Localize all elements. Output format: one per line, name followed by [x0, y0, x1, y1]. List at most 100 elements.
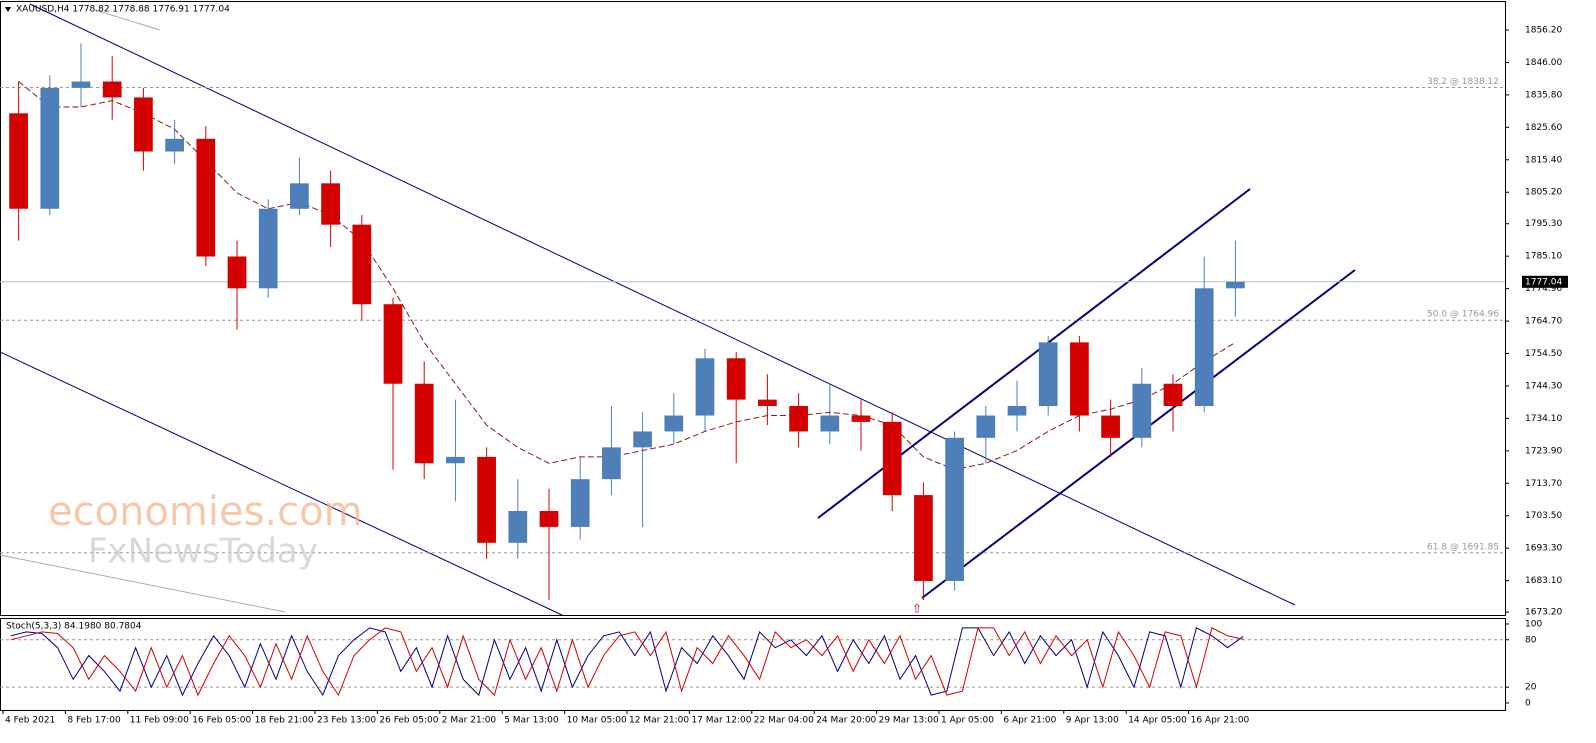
- y-tick-label: 1703.50: [1525, 511, 1562, 521]
- x-tick-label: 4 Feb 2021: [5, 716, 55, 726]
- candle-body: [726, 358, 746, 400]
- menu-triangle: [5, 7, 11, 12]
- x-tick-label: 1 Apr 05:00: [941, 716, 994, 726]
- panel-title: Stoch(5,3,3) 84.1980 80.7804: [6, 622, 142, 632]
- y-tick-label: 1683.10: [1525, 576, 1562, 586]
- y-tick-label: 1754.50: [1525, 349, 1562, 359]
- candle-body: [9, 113, 28, 209]
- candle-body: [1226, 281, 1245, 289]
- y-tick-label: 20: [1525, 683, 1537, 693]
- x-tick-label: 18 Feb 21:00: [255, 716, 314, 726]
- watermark: economies.com: [48, 489, 363, 535]
- y-tick-label: 1693.30: [1525, 544, 1562, 554]
- y-tick-label: 1744.30: [1525, 381, 1562, 391]
- fib-label: 50.0 @ 1764.96: [1427, 310, 1499, 320]
- stoch-line: [10, 627, 1244, 697]
- candle-body: [664, 415, 684, 432]
- x-tick-label: 26 Feb 05:00: [379, 716, 438, 726]
- y-tick-label: 1764.70: [1525, 317, 1562, 327]
- candle-body: [882, 421, 902, 496]
- y-tick-label: 100: [1525, 619, 1542, 629]
- x-tick-label: 16 Feb 05:00: [192, 716, 251, 726]
- y-tick-label: 1785.10: [1525, 252, 1562, 262]
- y-tick-label: 1713.70: [1525, 479, 1562, 489]
- y-tick-label: 1825.60: [1525, 123, 1562, 133]
- candle-body: [321, 183, 340, 225]
- candle-body: [134, 97, 153, 152]
- candle-body: [40, 87, 60, 209]
- arrow-icon: ⇧: [912, 602, 922, 616]
- candle-body: [539, 510, 559, 527]
- trend-line: [0, 351, 563, 616]
- candle-body: [1194, 288, 1214, 407]
- watermark: FxNewsToday: [88, 532, 318, 572]
- y-tick-label: 1734.10: [1525, 414, 1562, 424]
- candle-body: [758, 399, 777, 407]
- candle-body: [914, 495, 933, 581]
- y-tick-label: 1673.20: [1525, 608, 1562, 618]
- stoch-panel-frame: [0, 618, 1506, 711]
- candle-body: [789, 406, 808, 432]
- fib-label: 61.8 @ 1691.85: [1427, 542, 1499, 552]
- current-price-label: 1777.04: [1525, 277, 1562, 287]
- y-tick-label: 1805.20: [1525, 188, 1562, 198]
- candle-body: [414, 383, 434, 464]
- candle-body: [227, 256, 247, 289]
- candle-body: [602, 447, 621, 480]
- candle-body: [1007, 406, 1027, 416]
- y-tick-label: 1846.00: [1525, 58, 1562, 68]
- y-tick-label: 1774.90: [1525, 284, 1562, 294]
- x-tick-label: 24 Mar 20:00: [816, 716, 876, 726]
- candle-body: [290, 183, 309, 209]
- trend-line: [29, 3, 1296, 606]
- x-tick-label: 17 Mar 12:00: [691, 716, 751, 726]
- y-tick-label: 1835.80: [1525, 90, 1562, 100]
- y-tick-label: 1856.20: [1525, 25, 1562, 35]
- candle-body: [258, 208, 278, 289]
- x-tick-label: 8 Feb 17:00: [67, 716, 121, 726]
- y-tick-label: 1815.40: [1525, 155, 1562, 165]
- trend-line: [0, 554, 286, 613]
- candle-body: [1101, 415, 1120, 438]
- x-tick-label: 6 Apr 21:00: [1003, 716, 1056, 726]
- x-tick-label: 14 Apr 05:00: [1128, 716, 1187, 726]
- candle-body: [945, 437, 964, 581]
- candle-body: [695, 358, 715, 416]
- x-tick-label: 11 Feb 09:00: [130, 716, 189, 726]
- x-tick-label: 5 Mar 13:00: [504, 716, 559, 726]
- candle-body: [71, 81, 91, 88]
- candle-body: [1132, 383, 1152, 438]
- x-tick-label: 22 Mar 04:00: [754, 716, 814, 726]
- candle-body: [976, 415, 996, 438]
- y-tick-label: 1795.30: [1525, 219, 1562, 229]
- x-tick-label: 16 Apr 21:00: [1191, 716, 1250, 726]
- candle-body: [851, 415, 871, 422]
- candle-body: [102, 81, 122, 98]
- fib-label: 38.2 @ 1838.12: [1427, 77, 1499, 87]
- current-price-box: [1522, 275, 1568, 288]
- candle-body: [196, 138, 216, 257]
- y-tick-label: 0: [1525, 698, 1531, 708]
- panel-title: XAUUSD,H4 1778.82 1778.88 1776.91 1777.0…: [16, 5, 230, 15]
- x-tick-label: 12 Mar 21:00: [629, 716, 689, 726]
- stoch-line: [10, 627, 1244, 697]
- candle-body: [633, 431, 652, 448]
- moving-average: [18, 81, 1236, 471]
- x-tick-label: 10 Mar 05:00: [567, 716, 627, 726]
- x-tick-label: 9 Apr 13:00: [1066, 716, 1119, 726]
- candle-body: [165, 138, 184, 152]
- x-tick-label: 2 Mar 21:00: [442, 716, 497, 726]
- y-tick-label: 1723.90: [1525, 446, 1562, 456]
- candle-body: [1070, 342, 1089, 416]
- candle-body: [477, 456, 496, 543]
- x-tick-label: 29 Mar 13:00: [879, 716, 939, 726]
- candle-body: [1163, 383, 1183, 407]
- trend-line: [94, 9, 161, 31]
- candle-body: [446, 456, 465, 464]
- candle-body: [570, 479, 590, 527]
- candle-body: [508, 510, 528, 543]
- main-panel-frame: [0, 1, 1506, 616]
